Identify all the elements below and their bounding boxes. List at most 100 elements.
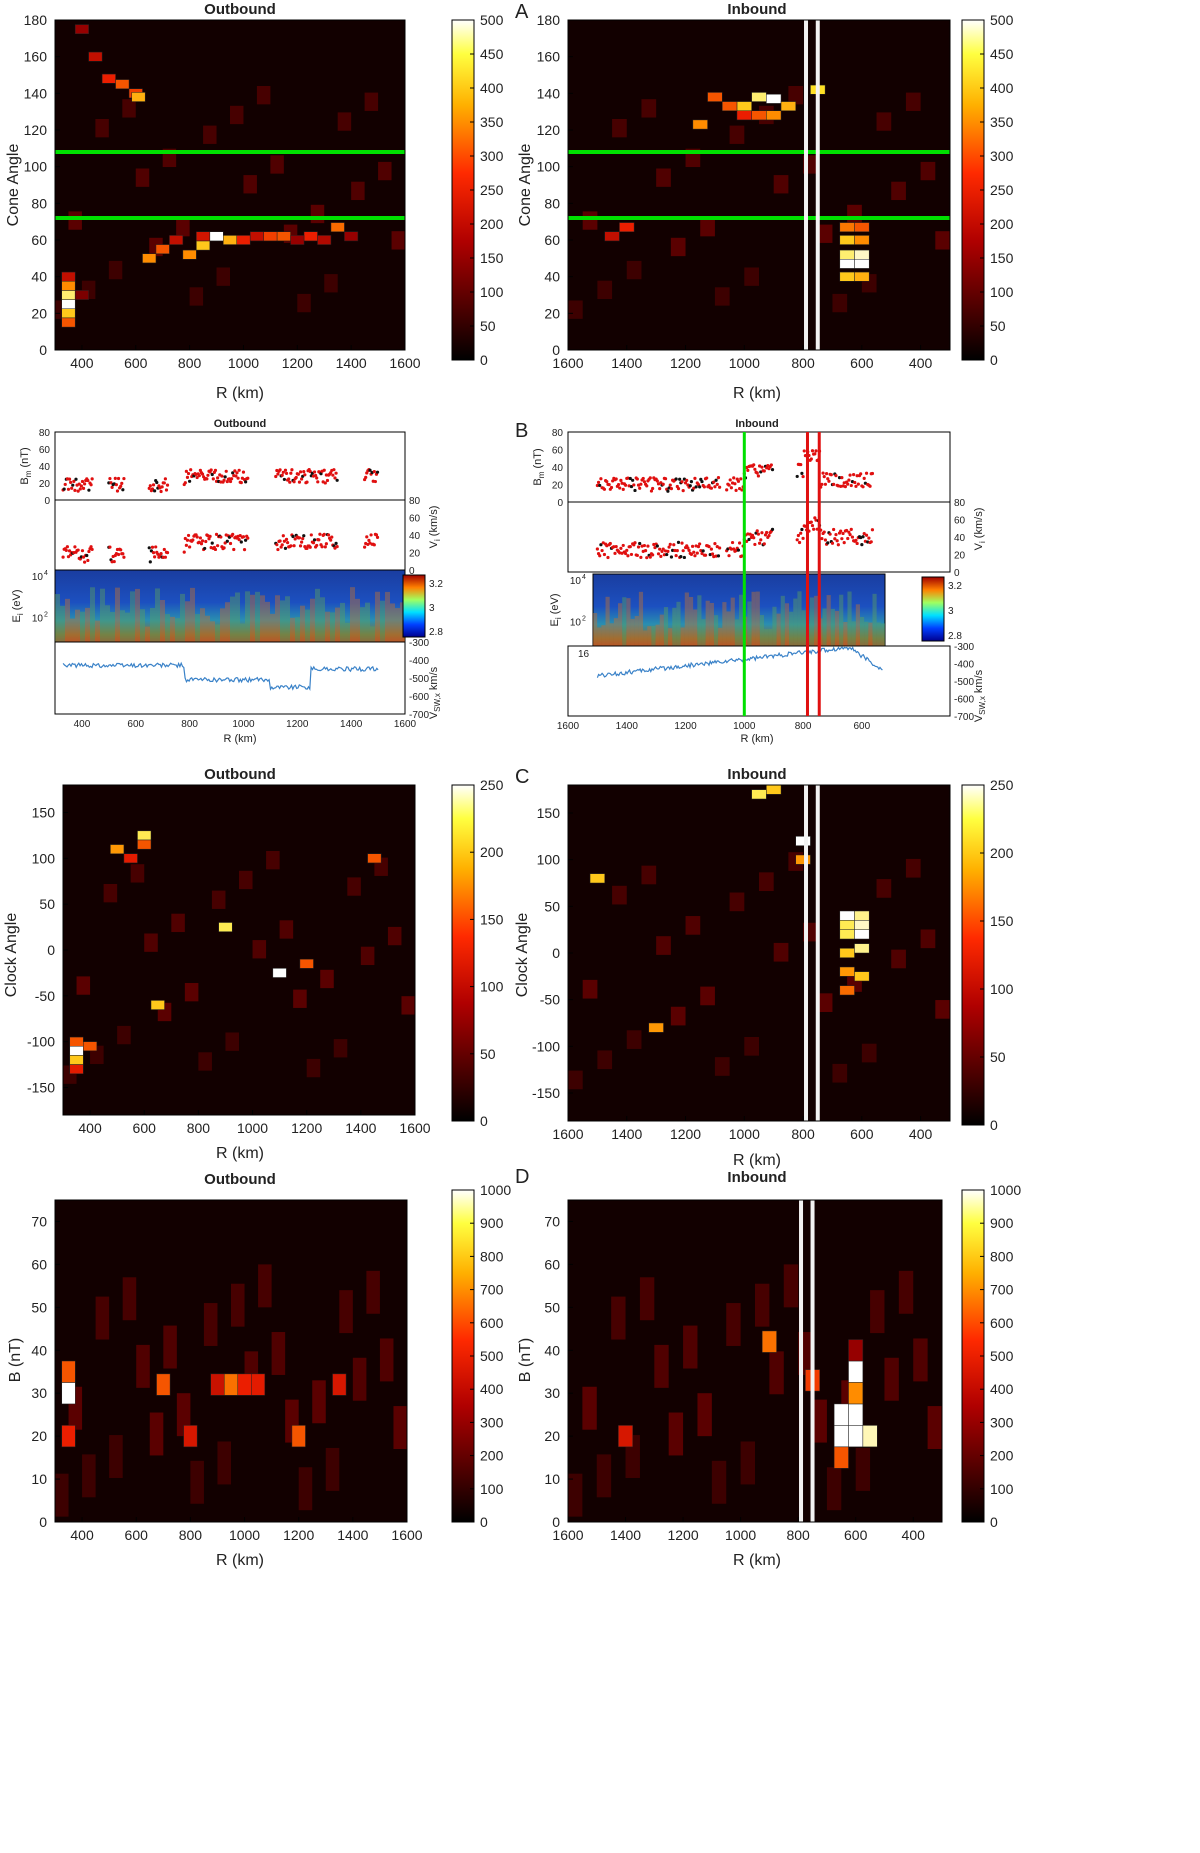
bm-point bbox=[375, 470, 380, 474]
vi-point bbox=[842, 541, 846, 545]
bm-point bbox=[300, 477, 304, 481]
background-cell bbox=[122, 99, 136, 118]
bm-point bbox=[183, 481, 187, 485]
bm-point bbox=[810, 449, 815, 453]
vi-point bbox=[812, 527, 816, 531]
bm-point bbox=[116, 476, 121, 481]
spectrogram-stripe bbox=[160, 600, 165, 642]
label-main: V bbox=[428, 540, 440, 548]
heatmap-cell bbox=[299, 958, 314, 969]
x-tick-label: 1400 bbox=[611, 355, 642, 371]
vi-point bbox=[645, 556, 649, 560]
background-cell bbox=[337, 112, 352, 131]
heatmap-cell bbox=[223, 1373, 239, 1396]
spectrogram-stripe bbox=[345, 622, 350, 642]
background-cell bbox=[783, 1264, 799, 1308]
vsw-line bbox=[62, 661, 379, 691]
y-tick-label: -150 bbox=[532, 1085, 560, 1101]
background-cell bbox=[683, 1325, 698, 1369]
background-cell bbox=[597, 280, 613, 300]
bm-point bbox=[235, 471, 239, 475]
x-tick-label: 600 bbox=[124, 355, 148, 371]
bm-point bbox=[694, 485, 698, 489]
spectrogram-stripe bbox=[834, 610, 840, 646]
spectrogram-stripe bbox=[755, 591, 760, 646]
bm-point bbox=[755, 471, 759, 475]
spectrogram-stripe bbox=[651, 625, 656, 646]
colorbar-tick-label: 100 bbox=[480, 284, 504, 300]
vi-point bbox=[767, 533, 771, 538]
vi-point bbox=[847, 530, 851, 534]
vi-point bbox=[696, 545, 701, 549]
y-tick-label: 100 bbox=[24, 159, 48, 175]
vi-point bbox=[298, 544, 303, 548]
background-cell bbox=[582, 979, 598, 999]
vi-point bbox=[198, 536, 202, 540]
heatmap-cell bbox=[751, 110, 767, 121]
bm-point bbox=[849, 483, 853, 488]
vi-point bbox=[839, 529, 843, 533]
vi-point bbox=[869, 540, 873, 544]
spectrogram-stripe bbox=[90, 587, 95, 642]
heatmap-cell bbox=[751, 92, 767, 102]
colorbar-ticks: 0 100 200 300 400 500 600 700 800 900 1000 bbox=[980, 1182, 1021, 1530]
chart-title: Inbound bbox=[735, 418, 778, 430]
colorbar-tick-label: 300 bbox=[480, 1414, 504, 1430]
x-tick-label: 400 bbox=[78, 1120, 102, 1136]
spectrogram-stripe bbox=[880, 623, 885, 646]
colorbar-tick-label: 350 bbox=[480, 114, 504, 130]
bm-point bbox=[323, 481, 327, 485]
bm-point bbox=[302, 469, 306, 474]
y-tick-label: 50 bbox=[544, 898, 560, 914]
spectrogram-stripe bbox=[355, 598, 360, 642]
background-cell bbox=[714, 287, 730, 306]
vsw-subplot bbox=[54, 641, 406, 715]
background-cell bbox=[279, 920, 294, 939]
bm-point bbox=[110, 485, 114, 489]
spectrogram-stripe bbox=[180, 593, 185, 642]
heatmap-cell bbox=[61, 281, 76, 291]
background-cell bbox=[744, 1037, 759, 1056]
bm-point bbox=[616, 482, 621, 487]
vi-point bbox=[119, 548, 123, 552]
colorbar-tick-label: 200 bbox=[990, 845, 1014, 861]
bm-point bbox=[839, 484, 843, 488]
background-cell bbox=[905, 92, 921, 111]
vi-point bbox=[671, 548, 675, 552]
x-tick-label: 1200 bbox=[286, 719, 309, 730]
background-cell bbox=[258, 1264, 272, 1308]
background-cell bbox=[103, 884, 118, 903]
vi-point bbox=[162, 547, 166, 552]
bm-point bbox=[184, 469, 188, 473]
spectrogram-stripe bbox=[310, 598, 315, 642]
bm-point bbox=[280, 473, 284, 477]
heatmap-cell bbox=[276, 231, 291, 242]
heatmap-cell bbox=[88, 51, 103, 62]
colorbar-tick-label: 200 bbox=[990, 1448, 1014, 1464]
vi-point bbox=[797, 540, 802, 545]
spectrogram-stripe bbox=[638, 591, 644, 646]
bm-tick-label: 0 bbox=[44, 496, 50, 507]
bm-point bbox=[843, 484, 847, 489]
y-tick-label: -100 bbox=[27, 1034, 55, 1050]
vi-point bbox=[681, 549, 685, 553]
heatmap-cell bbox=[69, 1036, 84, 1047]
vsw-subplot bbox=[567, 645, 951, 717]
spectrogram-stripe bbox=[784, 603, 790, 646]
background-cell bbox=[391, 231, 405, 250]
heatmap-cell bbox=[854, 929, 870, 940]
spectrogram-stripe bbox=[335, 607, 340, 642]
heatmap-cell bbox=[839, 966, 855, 977]
x-tick-label: 400 bbox=[909, 355, 933, 371]
bm-point bbox=[668, 483, 672, 487]
chart-title: Outbound bbox=[214, 418, 267, 430]
bm-point bbox=[638, 486, 642, 490]
x-tick-label: 1000 bbox=[733, 721, 756, 732]
chart-title: Outbound bbox=[204, 1, 276, 18]
axes: 1600 1400 1200 1000 800 600020406080020406080… bbox=[532, 428, 987, 732]
vi-point bbox=[740, 554, 744, 558]
vi-point bbox=[148, 560, 152, 564]
x-axis-label: R (km) bbox=[733, 1552, 781, 1569]
heatmap-cell bbox=[848, 1360, 864, 1383]
bm-point bbox=[153, 489, 157, 493]
